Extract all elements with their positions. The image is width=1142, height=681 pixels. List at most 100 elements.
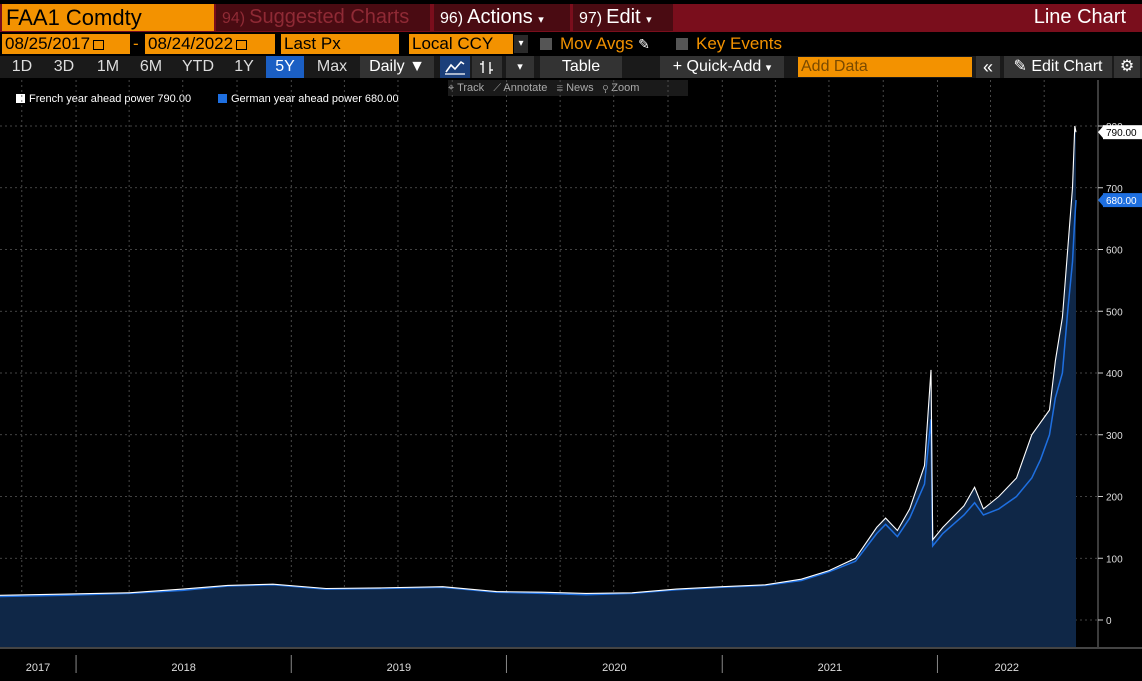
actions-caret-icon: ▾	[538, 14, 544, 26]
edit-chart-label: Edit Chart	[1031, 58, 1103, 75]
range-3d-button[interactable]: 3D	[53, 58, 75, 75]
chart-style-dropdown-icon[interactable]: ▾	[506, 56, 534, 78]
news-icon: ≣	[556, 82, 564, 94]
suggested-charts-number: 94)	[222, 10, 246, 27]
y-tick-label: 0	[1106, 616, 1112, 627]
edit-chart-button[interactable]: ✎ Edit Chart	[1004, 56, 1112, 78]
series-line-german	[0, 200, 1077, 598]
zoom-tool[interactable]: ⚲ Zoom	[603, 82, 640, 94]
legend-swatch-german	[218, 94, 227, 103]
range-ytd-button[interactable]: YTD	[182, 58, 214, 75]
frequency-selector[interactable]: Daily ▼	[360, 56, 434, 78]
pencil-icon[interactable]: ✎	[638, 36, 650, 52]
last-value-german-pointer	[1098, 193, 1104, 208]
quick-add-caret-icon: ▾	[765, 62, 772, 74]
legend-label-german: German year ahead power	[231, 93, 362, 105]
mov-avgs-toggle[interactable]: Mov Avgs ✎	[540, 34, 668, 54]
y-tick-label: 100	[1106, 554, 1123, 565]
currency-selector[interactable]: Local CCY	[409, 34, 513, 54]
x-axis: 2017 2018 2019 2020 2021 2022	[0, 647, 1142, 674]
field-selector[interactable]: Last Px	[281, 34, 399, 54]
key-events-label: Key Events	[696, 34, 782, 53]
x-tick-label: 2021	[818, 662, 842, 674]
calendar-icon[interactable]	[236, 40, 248, 50]
quick-add-button[interactable]: + Quick-Add ▾	[660, 56, 784, 78]
annotate-icon: ⟋	[493, 82, 501, 94]
calendar-icon[interactable]	[93, 40, 105, 50]
y-tick-label: 200	[1106, 493, 1123, 504]
gear-icon[interactable]: ⚙	[1114, 56, 1140, 78]
legend-label-french: French year ahead power	[29, 93, 155, 105]
last-value-french-pointer	[1098, 125, 1104, 140]
edit-menu-button[interactable]: 97) Edit ▾	[573, 4, 673, 31]
last-value-french-box	[1103, 125, 1142, 140]
last-value-german-text: 680.00	[1106, 196, 1137, 207]
track-label: Track	[457, 82, 485, 94]
annotate-label: Annotate	[503, 82, 548, 94]
mov-avgs-checkbox[interactable]	[540, 38, 552, 50]
magnifier-icon: ⚲	[602, 82, 609, 94]
chart-type-title: Line Chart	[1033, 6, 1126, 28]
add-data-input[interactable]: Add Data	[798, 57, 972, 77]
table-button[interactable]: Table	[540, 56, 622, 78]
pencil-icon: ✎	[1013, 58, 1027, 75]
currency-dropdown-icon[interactable]: ▾	[514, 35, 528, 53]
edit-caret-icon: ▾	[646, 14, 652, 26]
actions-label: Actions	[467, 6, 533, 28]
y-axis: 0100200300400500600700800	[1097, 80, 1123, 647]
x-tick-label: 2020	[602, 662, 626, 674]
suggested-charts-label: Suggested Charts	[249, 6, 410, 28]
key-events-toggle[interactable]: Key Events	[676, 34, 806, 54]
track-tool[interactable]: ⌖ Track	[448, 82, 484, 94]
range-5y-button[interactable]: 5Y	[266, 56, 304, 78]
suggested-charts-button[interactable]: 94) Suggested Charts	[216, 4, 430, 31]
start-date-field[interactable]: 08/25/2017	[2, 34, 130, 54]
edit-number: 97)	[579, 10, 603, 27]
end-date-field[interactable]: 08/24/2022	[145, 34, 275, 54]
x-tick-label: 2022	[994, 662, 1018, 674]
mov-avgs-label: Mov Avgs	[560, 34, 634, 53]
area-fill	[0, 126, 1076, 647]
ticker-field[interactable]: FAA1 Comdty	[2, 4, 214, 31]
news-label: News	[566, 82, 594, 94]
range-1y-button[interactable]: 1Y	[234, 58, 254, 75]
bar-chart-icon[interactable]	[472, 56, 502, 78]
actions-menu-button[interactable]: 96) Actions ▾	[434, 4, 570, 31]
y-tick-label: 400	[1106, 369, 1123, 380]
crosshair-icon: ⌖	[448, 82, 455, 94]
legend-german[interactable]: German year ahead power 680.00	[218, 92, 399, 106]
frequency-label: Daily	[369, 58, 405, 75]
y-tick-label: 500	[1106, 307, 1123, 318]
range-1m-button[interactable]: 1M	[96, 58, 120, 75]
date-separator: -	[133, 34, 139, 53]
x-tick-label: 2018	[171, 662, 195, 674]
legend-value-german: 680.00	[364, 93, 399, 105]
last-value-labels: 790.00 680.00	[1098, 125, 1142, 208]
series-line-french	[0, 125, 1077, 596]
range-1d-button[interactable]: 1D	[11, 58, 33, 75]
y-tick-label: 600	[1106, 246, 1123, 257]
quick-add-label: + Quick-Add	[672, 58, 762, 75]
end-date-value: 08/24/2022	[148, 34, 234, 53]
frequency-caret-icon: ▼	[409, 58, 425, 75]
line-chart-icon[interactable]	[440, 56, 470, 78]
zoom-label: Zoom	[611, 82, 640, 94]
news-tool[interactable]: ≣ News	[557, 82, 594, 94]
legend-swatch-french	[16, 94, 25, 103]
last-value-german-box	[1103, 193, 1142, 208]
collapse-icon[interactable]: «	[976, 56, 1000, 78]
y-tick-label: 700	[1106, 184, 1123, 195]
chart-tools: ⌖ Track ⟋ Annotate ≣ News ⚲ Zoom	[448, 80, 688, 96]
last-value-french-text: 790.00	[1106, 128, 1137, 139]
x-tick-label: 2019	[387, 662, 411, 674]
y-tick-label: 300	[1106, 431, 1123, 442]
range-6m-button[interactable]: 6M	[139, 58, 163, 75]
annotate-tool[interactable]: ⟋ Annotate	[493, 82, 547, 94]
start-date-value: 08/25/2017	[5, 34, 91, 53]
key-events-checkbox[interactable]	[676, 38, 688, 50]
x-tick-label: 2017	[26, 662, 50, 674]
actions-number: 96)	[440, 10, 464, 27]
edit-label: Edit	[606, 6, 641, 28]
range-max-button[interactable]: Max	[316, 58, 348, 75]
